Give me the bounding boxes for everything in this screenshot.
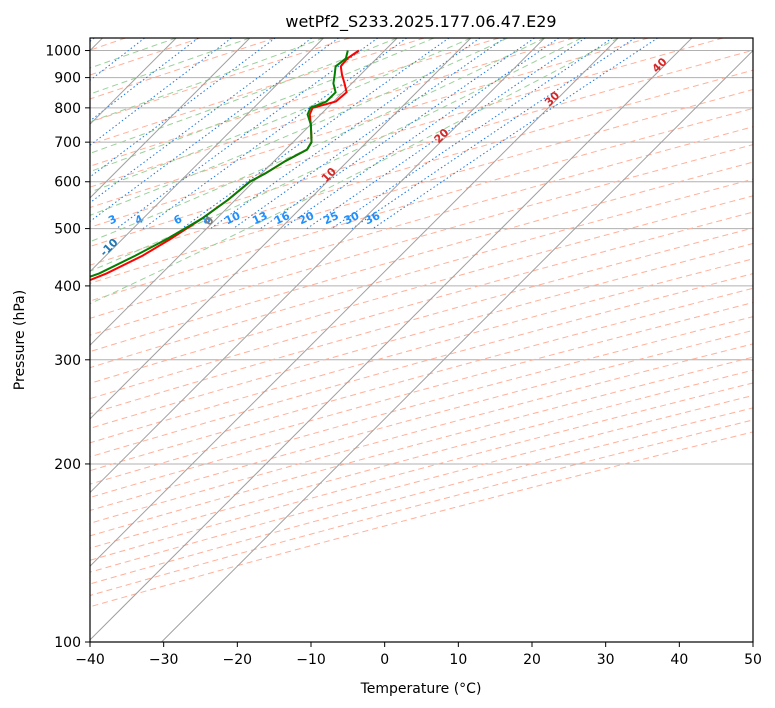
moist-adiabat-line	[90, 38, 619, 305]
mixing-ratio-label: 25	[321, 209, 340, 227]
dry-adiabat-line	[90, 107, 753, 302]
isotherm-line	[90, 38, 472, 420]
x-tick-label: 0	[380, 652, 389, 668]
x-tick-label: 50	[744, 652, 762, 668]
plot-area: 0.10.20.40.611.52346810131620253036-100-…	[90, 38, 753, 642]
moist-adiabat-line	[90, 38, 435, 173]
x-tick-label: −30	[149, 652, 179, 668]
mixing-ratio-label: 10	[223, 209, 243, 227]
dry-adiabat-line	[90, 287, 753, 472]
y-tick-label: 400	[54, 279, 81, 295]
mixing-ratio-line	[331, 38, 613, 230]
dry-adiabat-line	[90, 316, 753, 498]
y-tick-label: 600	[54, 175, 81, 191]
dry-adiabat-line	[90, 38, 425, 146]
dry-adiabat-line	[90, 302, 753, 485]
x-axis: −40 −30 −20 −10 0 10 20 30 40 50	[75, 642, 762, 668]
chart-title: wetPf2_S233.2025.177.06.47.E29	[285, 12, 556, 32]
moist-adiabat-line	[90, 38, 508, 216]
x-tick-label: 10	[449, 652, 467, 668]
dry-adiabat-line	[90, 258, 753, 444]
dry-adiabat-line	[90, 88, 753, 284]
y-axis-label: Pressure (hPa)	[12, 290, 28, 390]
y-tick-label: 200	[54, 457, 81, 473]
dry-adiabat-line	[90, 243, 753, 429]
dry-adiabat-line	[90, 407, 753, 585]
y-tick-label: 500	[54, 222, 81, 238]
dry-adiabat-line	[90, 431, 753, 608]
plot-frame	[89, 37, 754, 643]
dry-adiabat-line	[90, 211, 753, 400]
mixing-ratio-line	[232, 38, 506, 230]
y-tick-label: 300	[54, 353, 81, 369]
isotherm-line	[90, 38, 398, 346]
isotherm-line	[161, 49, 753, 642]
x-tick-label: 30	[597, 652, 615, 668]
mixing-ratio-line	[372, 38, 658, 230]
moist-adiabat-line	[90, 38, 582, 272]
moist-adiabat-line	[90, 38, 545, 243]
dry-adiabat-line	[90, 227, 753, 415]
x-tick-label: −20	[223, 652, 253, 668]
dry-adiabat-line	[90, 419, 753, 596]
mixing-ratio-line	[260, 38, 535, 230]
isotherm-line	[90, 38, 619, 567]
dewpoint-profile-line	[90, 50, 349, 278]
mixing-ratio-line	[181, 38, 450, 230]
isotherm-line	[90, 38, 324, 273]
y-tick-label: 900	[54, 71, 81, 87]
dry-adiabat-line	[90, 38, 649, 209]
mixing-ratio-line	[90, 38, 339, 223]
moist-adiabat-line	[90, 38, 398, 154]
isotherm-line	[90, 38, 545, 494]
mixing-ratio-label: 16	[272, 209, 292, 227]
x-axis-label: Temperature (°C)	[360, 681, 482, 697]
isotherm-line	[90, 38, 251, 199]
mixing-ratio-label: 20	[297, 209, 317, 227]
dry-adiabat-line	[90, 126, 753, 319]
x-tick-label: −40	[75, 652, 105, 668]
temperature-profile-line	[90, 49, 360, 282]
mixing-ratio-line	[306, 38, 586, 230]
moist-adiabat-line	[90, 38, 472, 193]
x-tick-label: 40	[670, 652, 688, 668]
mixing-ratio-label: 36	[363, 209, 383, 227]
mixing-ratio-label: 13	[250, 209, 269, 227]
dry-adiabat-line	[90, 38, 724, 228]
mixing-ratio-label: 30	[342, 209, 362, 227]
y-tick-label: 1000	[45, 44, 81, 60]
y-tick-label: 800	[54, 101, 81, 117]
y-axis: 1000 900 800 700 600 500 400 300 200 100	[45, 44, 90, 651]
mixing-ratio-line	[90, 38, 313, 204]
y-tick-label: 700	[54, 135, 81, 151]
isotherm-line	[90, 38, 693, 641]
y-tick-label: 100	[54, 635, 81, 651]
mixing-ratio-line	[90, 38, 199, 122]
x-tick-label: −10	[296, 652, 326, 668]
x-tick-label: 20	[523, 652, 541, 668]
mixing-ratio-line	[90, 38, 232, 146]
dry-adiabat-line	[90, 49, 753, 248]
mixing-ratio-line	[90, 38, 276, 178]
dry-adiabat-line	[90, 273, 753, 458]
